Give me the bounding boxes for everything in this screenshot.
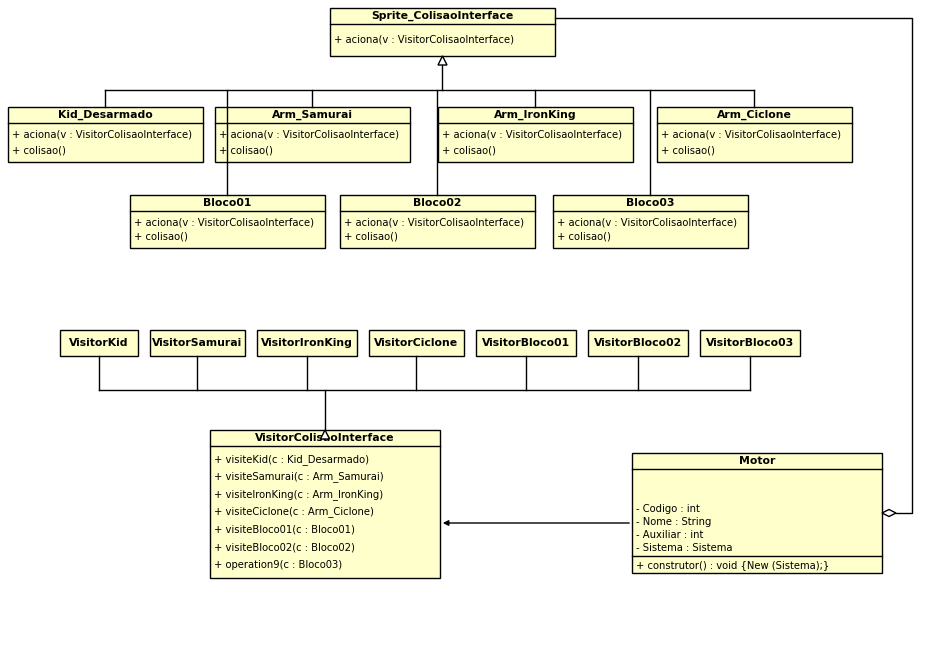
Bar	[8, 107, 203, 162]
Text: + colisao(): + colisao()	[442, 146, 496, 155]
Text: - Sistema : Sistema: - Sistema : Sistema	[636, 543, 732, 553]
Text: + visiteIronKing(c : Arm_IronKing): + visiteIronKing(c : Arm_IronKing)	[214, 489, 383, 500]
Text: Bloco03: Bloco03	[627, 198, 675, 208]
Polygon shape	[882, 509, 896, 517]
Text: VisitorBloco03: VisitorBloco03	[705, 338, 794, 348]
Text: Sprite_ColisaoInterface: Sprite_ColisaoInterface	[372, 11, 514, 21]
Bar	[438, 107, 633, 162]
Bar	[657, 107, 852, 162]
Bar	[553, 195, 748, 248]
Text: - Auxiliar : int: - Auxiliar : int	[636, 530, 704, 540]
Text: + colisao(): + colisao()	[557, 232, 611, 242]
Bar	[60, 330, 138, 356]
Text: + visiteBloco01(c : Bloco01): + visiteBloco01(c : Bloco01)	[214, 524, 355, 535]
Text: + aciona(v : VisitorColisaoInterface): + aciona(v : VisitorColisaoInterface)	[442, 130, 622, 140]
Bar	[210, 430, 440, 578]
Text: + colisao(): + colisao()	[12, 146, 66, 155]
Text: VisitorBloco02: VisitorBloco02	[594, 338, 682, 348]
Text: Motor: Motor	[739, 456, 775, 466]
Text: + operation9(c : Bloco03): + operation9(c : Bloco03)	[214, 560, 342, 570]
Text: + aciona(v : VisitorColisaoInterface): + aciona(v : VisitorColisaoInterface)	[134, 217, 314, 227]
Text: + aciona(v : VisitorColisaoInterface): + aciona(v : VisitorColisaoInterface)	[334, 35, 514, 45]
Text: Bloco02: Bloco02	[413, 198, 462, 208]
Text: Bloco01: Bloco01	[203, 198, 252, 208]
Bar	[330, 8, 555, 56]
Text: VisitorIronKing: VisitorIronKing	[261, 338, 353, 348]
Text: - Codigo : int: - Codigo : int	[636, 504, 700, 514]
Text: + visiteBloco02(c : Bloco02): + visiteBloco02(c : Bloco02)	[214, 542, 355, 552]
Bar	[369, 330, 464, 356]
Text: + colisao(): + colisao()	[344, 232, 398, 242]
Text: Arm_IronKing: Arm_IronKing	[494, 110, 577, 120]
Bar	[215, 107, 410, 162]
Bar	[340, 195, 535, 248]
Text: Arm_Samurai: Arm_Samurai	[272, 110, 353, 120]
Text: - Nome : String: - Nome : String	[636, 517, 711, 527]
Text: VisitorBloco01: VisitorBloco01	[482, 338, 570, 348]
Text: + visiteKid(c : Kid_Desarmado): + visiteKid(c : Kid_Desarmado)	[214, 454, 369, 465]
Bar	[588, 330, 688, 356]
Bar	[257, 330, 357, 356]
Bar	[150, 330, 245, 356]
Text: + colisao(): + colisao()	[219, 146, 273, 155]
Text: + colisao(): + colisao()	[661, 146, 715, 155]
Text: + visiteCiclone(c : Arm_Ciclone): + visiteCiclone(c : Arm_Ciclone)	[214, 507, 374, 517]
Text: VisitorColisaoInterface: VisitorColisaoInterface	[255, 433, 395, 443]
Text: Arm_Ciclone: Arm_Ciclone	[717, 110, 792, 120]
Text: + aciona(v : VisitorColisaoInterface): + aciona(v : VisitorColisaoInterface)	[219, 130, 399, 140]
Text: + aciona(v : VisitorColisaoInterface): + aciona(v : VisitorColisaoInterface)	[344, 217, 524, 227]
Text: + visiteSamurai(c : Arm_Samurai): + visiteSamurai(c : Arm_Samurai)	[214, 471, 384, 483]
Polygon shape	[321, 430, 329, 439]
Bar	[700, 330, 800, 356]
Text: VisitorCiclone: VisitorCiclone	[375, 338, 459, 348]
Text: + aciona(v : VisitorColisaoInterface): + aciona(v : VisitorColisaoInterface)	[557, 217, 737, 227]
Text: + aciona(v : VisitorColisaoInterface): + aciona(v : VisitorColisaoInterface)	[12, 130, 192, 140]
Text: + colisao(): + colisao()	[134, 232, 188, 242]
Text: + construtor() : void {New (Sistema);}: + construtor() : void {New (Sistema);}	[636, 560, 830, 570]
Text: Kid_Desarmado: Kid_Desarmado	[58, 110, 153, 120]
Text: VisitorKid: VisitorKid	[70, 338, 129, 348]
Bar	[476, 330, 576, 356]
Bar	[130, 195, 325, 248]
Polygon shape	[438, 56, 447, 65]
Bar	[632, 453, 882, 573]
Text: VisitorSamurai: VisitorSamurai	[152, 338, 243, 348]
Text: + aciona(v : VisitorColisaoInterface): + aciona(v : VisitorColisaoInterface)	[661, 130, 841, 140]
